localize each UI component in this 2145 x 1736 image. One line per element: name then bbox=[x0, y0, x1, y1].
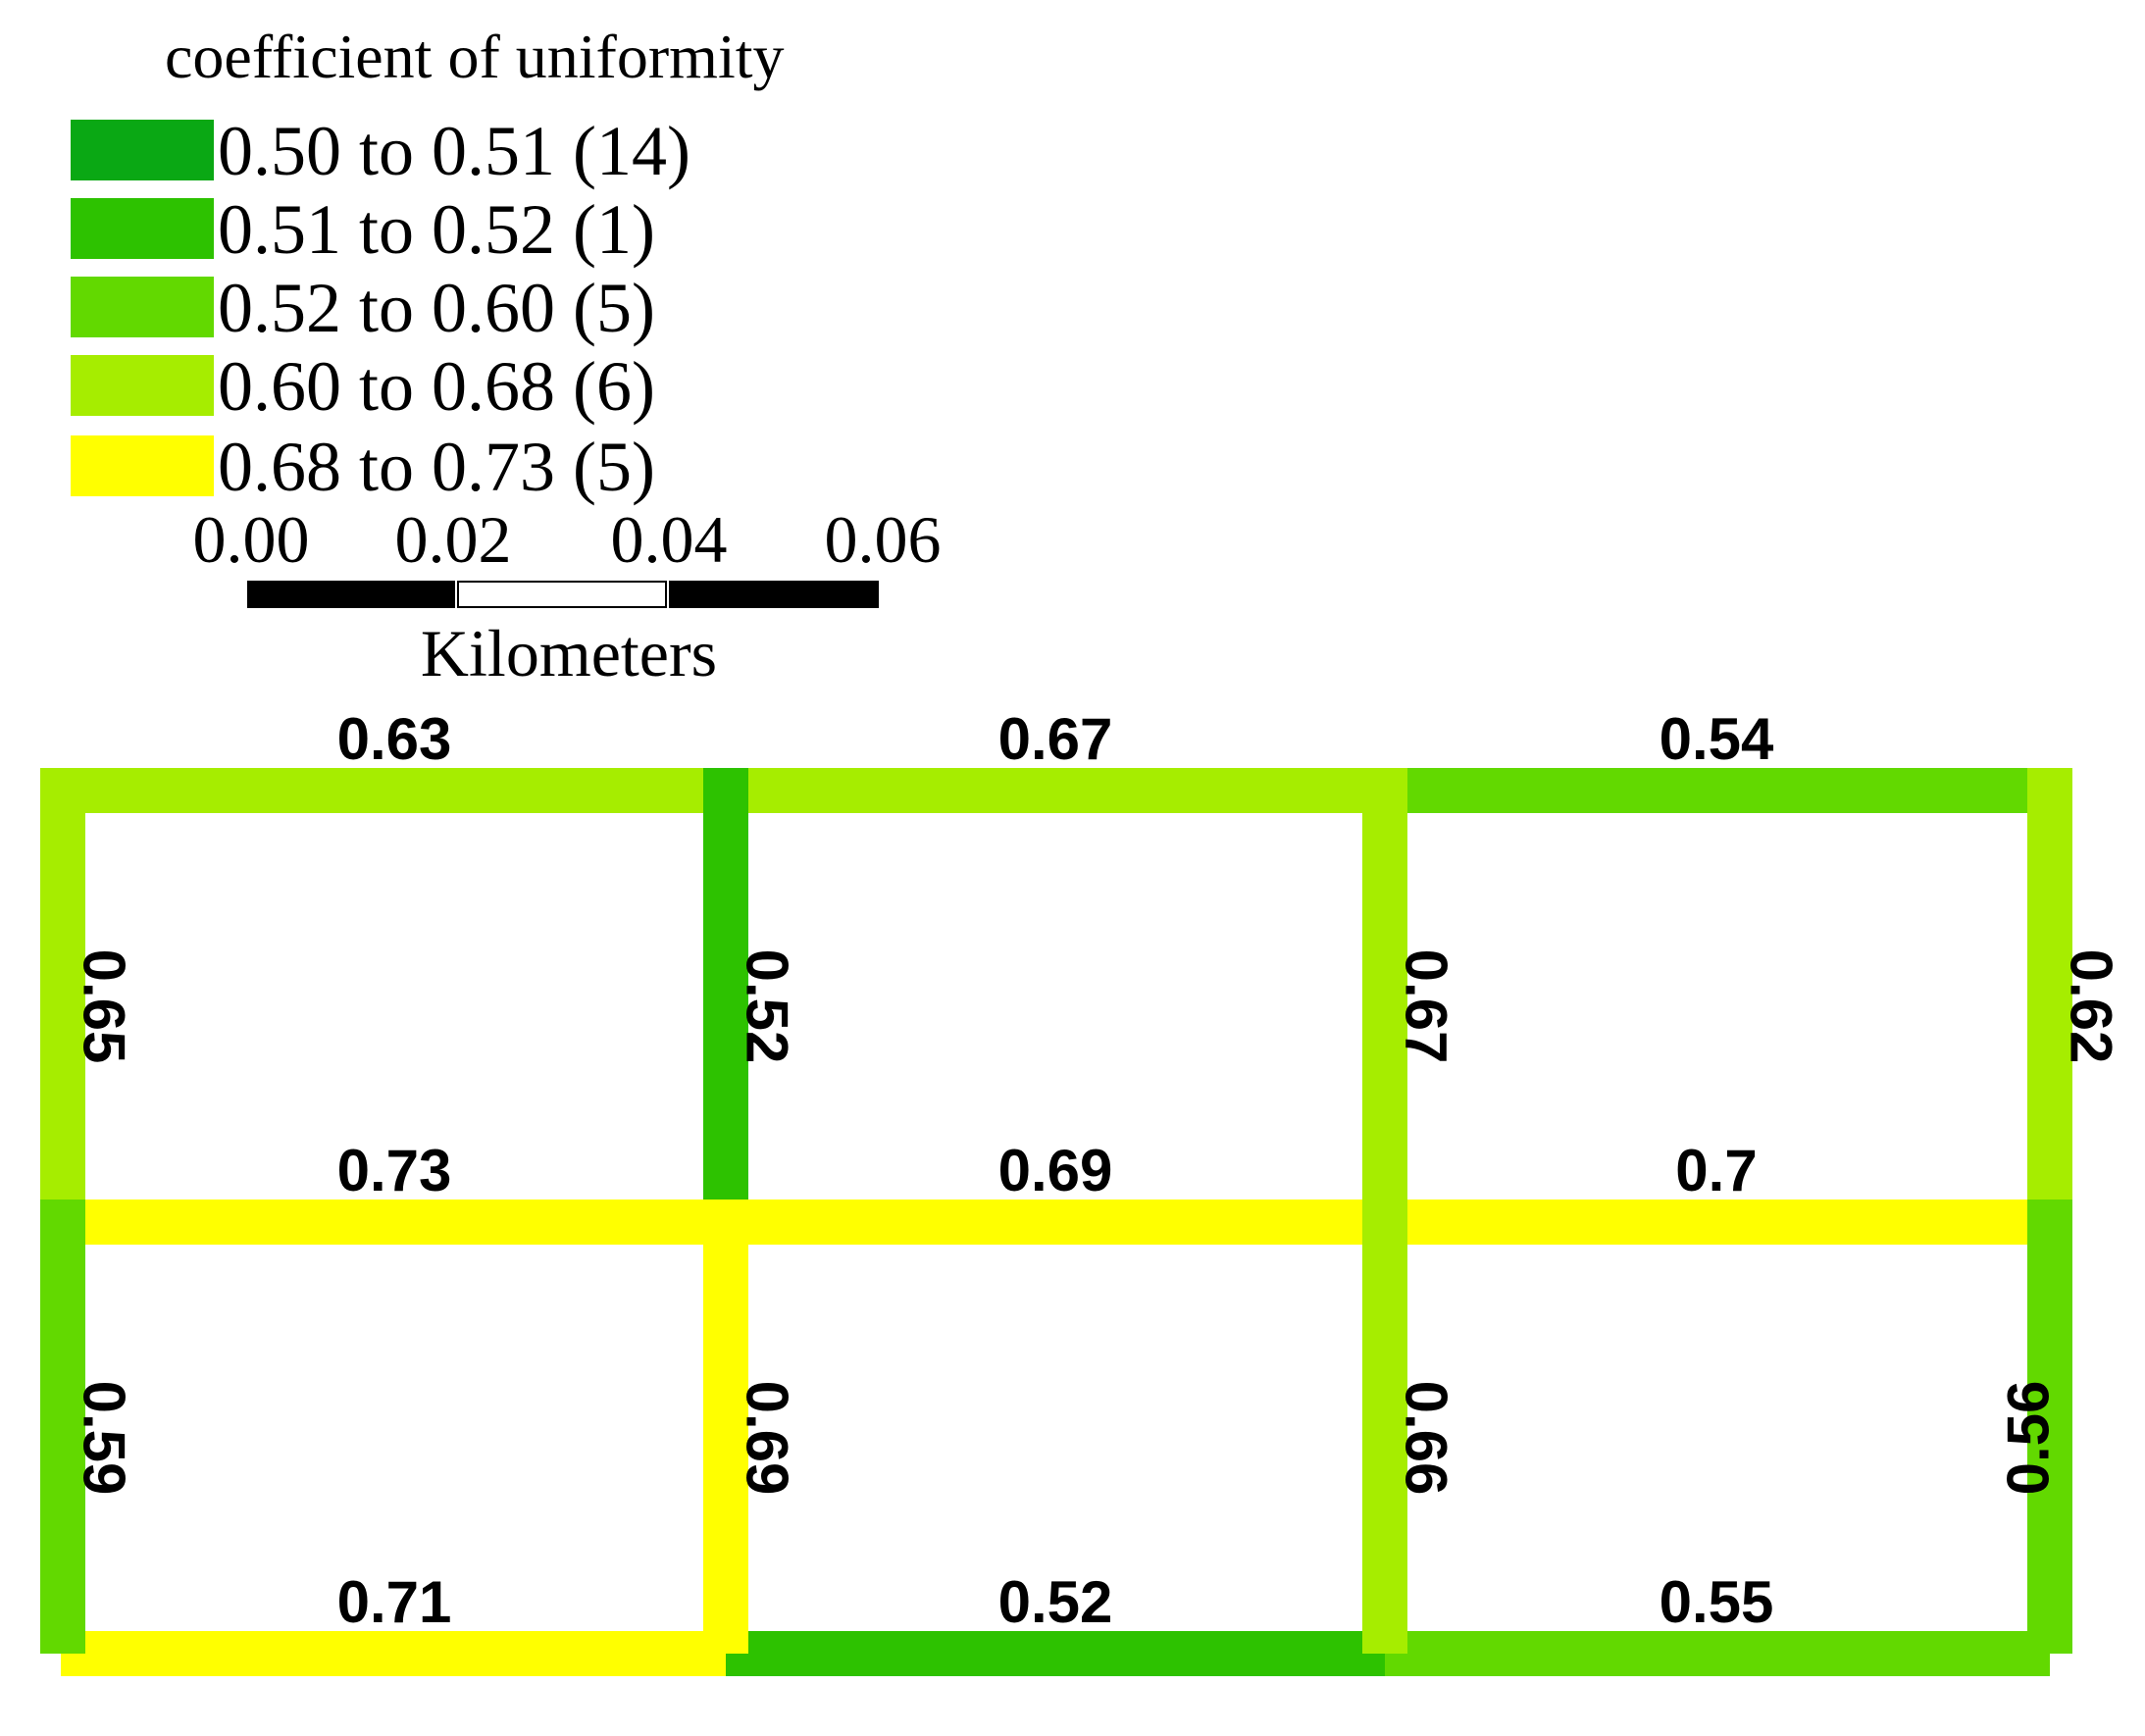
segment-value-label: 0.52 bbox=[998, 1569, 1113, 1635]
scale-tick-label: 0.02 bbox=[394, 502, 512, 577]
legend-label: 0.51 to 0.52 (1) bbox=[218, 190, 655, 269]
segment-value-label: 0.55 bbox=[1660, 1569, 1774, 1635]
road-segment-vertical bbox=[1362, 1200, 1407, 1654]
road-segment-horizontal bbox=[61, 1631, 726, 1676]
segment-value-label: 0.67 bbox=[1394, 949, 1459, 1064]
road-segment-vertical bbox=[2027, 1200, 2072, 1654]
road-segment-vertical bbox=[703, 768, 748, 1222]
road-segment-vertical bbox=[2027, 768, 2072, 1222]
scale-segment-dark bbox=[247, 581, 455, 608]
road-segment-vertical bbox=[40, 768, 85, 1222]
legend-swatch bbox=[71, 355, 214, 416]
road-segment-horizontal bbox=[726, 1631, 1385, 1676]
segment-value-label: 0.69 bbox=[998, 1138, 1113, 1203]
legend-label: 0.52 to 0.60 (5) bbox=[218, 269, 655, 347]
road-segment-horizontal bbox=[1385, 1631, 2050, 1676]
legend-label: 0.50 to 0.51 (14) bbox=[218, 112, 690, 190]
segment-value-label: 0.65 bbox=[72, 949, 137, 1064]
scale-tick-label: 0.06 bbox=[824, 502, 942, 577]
segment-value-label: 0.59 bbox=[72, 1381, 137, 1496]
scale-segment-light bbox=[457, 581, 667, 608]
segment-value-label: 0.66 bbox=[1394, 1381, 1459, 1496]
segment-value-label: 0.67 bbox=[998, 706, 1113, 772]
road-segment-horizontal bbox=[1385, 1200, 2050, 1245]
legend-swatch bbox=[71, 277, 214, 337]
segment-value-label: 0.69 bbox=[735, 1381, 800, 1496]
legend-swatch bbox=[71, 198, 214, 259]
scale-tick-label: 0.00 bbox=[192, 502, 310, 577]
road-segment-horizontal bbox=[726, 768, 1385, 813]
segment-value-label: 0.56 bbox=[1996, 1381, 2062, 1496]
road-segment-horizontal bbox=[1385, 768, 2050, 813]
segment-value-label: 0.54 bbox=[1660, 706, 1774, 772]
segment-value-label: 0.63 bbox=[337, 706, 452, 772]
road-segment-vertical bbox=[40, 1200, 85, 1654]
legend-label: 0.60 to 0.68 (6) bbox=[218, 347, 655, 426]
legend-swatch bbox=[71, 435, 214, 496]
segment-value-label: 0.71 bbox=[337, 1569, 452, 1635]
segment-value-label: 0.73 bbox=[337, 1138, 452, 1203]
scale-tick-label: 0.04 bbox=[610, 502, 728, 577]
segment-value-label: 0.62 bbox=[2059, 949, 2124, 1064]
road-segment-horizontal bbox=[726, 1200, 1385, 1245]
road-segment-horizontal bbox=[61, 1200, 726, 1245]
legend-title: coefficient of uniformity bbox=[165, 22, 785, 91]
scale-unit-label: Kilometers bbox=[420, 616, 718, 690]
road-segment-vertical bbox=[1362, 768, 1407, 1222]
road-segment-vertical bbox=[703, 1200, 748, 1654]
legend-label: 0.68 to 0.73 (5) bbox=[218, 428, 655, 506]
scale-segment-dark bbox=[669, 581, 879, 608]
segment-value-label: 0.52 bbox=[735, 949, 800, 1064]
road-segment-horizontal bbox=[61, 768, 726, 813]
legend-swatch bbox=[71, 120, 214, 180]
segment-value-label: 0.7 bbox=[1675, 1138, 1757, 1203]
